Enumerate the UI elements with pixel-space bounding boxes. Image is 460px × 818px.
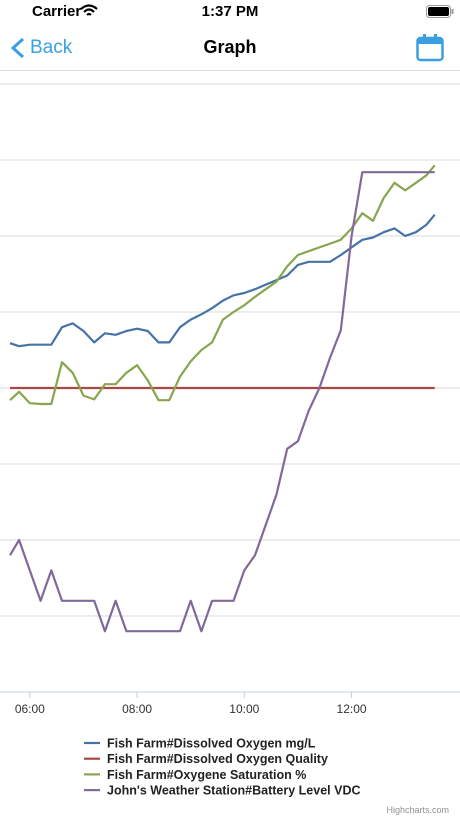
nav-bar: Back Graph [0, 24, 460, 71]
series-line [9, 164, 436, 406]
calendar-button[interactable] [416, 34, 444, 62]
back-button[interactable]: Back [30, 37, 73, 58]
legend-label: Fish Farm#Oxygene Saturation % [107, 768, 306, 782]
back-chevron[interactable] [10, 37, 26, 59]
clock: 1:37 PM [201, 3, 259, 20]
nav-title: Graph [203, 37, 257, 57]
legend-label: Fish Farm#Dissolved Oxygen Quality [107, 752, 328, 766]
carrier: Carrier [32, 3, 82, 20]
battery-icon [426, 5, 454, 18]
series-line [9, 214, 436, 348]
wifi-icon [80, 4, 98, 16]
status-bar: Carrier 1:37 PM [0, 0, 460, 24]
x-tick-label: 08:00 [122, 702, 152, 716]
x-tick-label: 12:00 [337, 702, 367, 716]
credit: Highcharts.com [386, 805, 449, 815]
series-line [9, 171, 435, 633]
legend-label: John's Weather Station#Battery Level VDC [107, 784, 361, 798]
legend-label: Fish Farm#Dissolved Oxygen mg/L [107, 737, 316, 751]
x-tick-label: 10:00 [229, 702, 259, 716]
x-tick-label: 06:00 [15, 702, 45, 716]
